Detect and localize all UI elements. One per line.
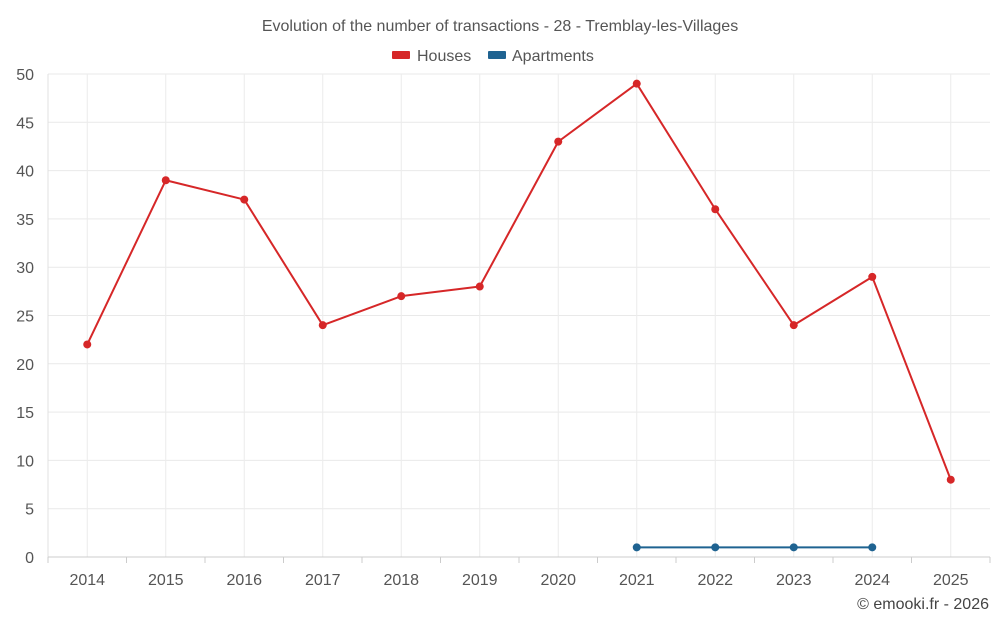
- data-point-houses[interactable]: [868, 272, 877, 281]
- data-point-apartments[interactable]: [789, 543, 798, 552]
- data-point-apartments[interactable]: [711, 543, 720, 552]
- y-tick-label: 15: [16, 405, 34, 422]
- grid: [48, 73, 990, 557]
- x-tick-label: 2017: [305, 572, 341, 589]
- x-tick-label: 2018: [383, 572, 419, 589]
- x-tick-label: 2024: [854, 572, 890, 589]
- data-point-houses[interactable]: [475, 282, 484, 291]
- y-tick-label: 0: [25, 550, 34, 567]
- data-point-apartments[interactable]: [868, 543, 877, 552]
- series: [83, 79, 955, 552]
- y-tick-label: 35: [16, 212, 34, 229]
- data-point-apartments[interactable]: [632, 543, 641, 552]
- y-tick-label: 25: [16, 309, 34, 326]
- chart-title: Evolution of the number of transactions …: [262, 18, 738, 35]
- legend-label-houses: Houses: [417, 48, 471, 65]
- data-point-houses[interactable]: [711, 205, 720, 214]
- data-point-houses[interactable]: [632, 79, 641, 88]
- legend-item-apartments[interactable]: Apartments: [488, 48, 594, 65]
- data-point-houses[interactable]: [161, 176, 170, 185]
- x-tick-label: 2014: [69, 572, 105, 589]
- series-houses: [83, 79, 955, 484]
- legend-label-apartments: Apartments: [512, 48, 594, 65]
- x-tick-label: 2025: [933, 572, 969, 589]
- x-tick-label: 2023: [776, 572, 812, 589]
- y-tick-label: 20: [16, 357, 34, 374]
- data-point-houses[interactable]: [240, 195, 249, 204]
- y-tick-label: 40: [16, 164, 34, 181]
- series-line-houses: [86, 82, 952, 481]
- data-point-houses[interactable]: [397, 292, 406, 301]
- series-apartments: [632, 543, 877, 552]
- x-tick-label: 2021: [619, 572, 655, 589]
- x-tick-label: 2016: [226, 572, 262, 589]
- y-tick-label: 10: [16, 453, 34, 470]
- data-point-houses[interactable]: [946, 475, 955, 484]
- legend: Houses Apartments: [392, 48, 594, 65]
- y-tick-label: 50: [16, 67, 34, 84]
- y-tick-label: 45: [16, 115, 34, 132]
- y-tick-label: 30: [16, 260, 34, 277]
- x-tick-label: 2019: [462, 572, 498, 589]
- x-tick-label: 2015: [148, 572, 184, 589]
- legend-swatch-apartments: [488, 51, 506, 59]
- data-point-houses[interactable]: [789, 321, 798, 330]
- legend-swatch-houses: [392, 51, 410, 59]
- data-point-houses[interactable]: [554, 137, 563, 146]
- data-point-houses[interactable]: [318, 321, 327, 330]
- legend-item-houses[interactable]: Houses: [392, 48, 471, 65]
- data-point-houses[interactable]: [83, 340, 92, 349]
- x-tick-label: 2022: [697, 572, 733, 589]
- x-tick-label: 2020: [540, 572, 576, 589]
- credit-text: © emooki.fr - 2026: [857, 596, 989, 613]
- y-tick-label: 5: [25, 502, 34, 519]
